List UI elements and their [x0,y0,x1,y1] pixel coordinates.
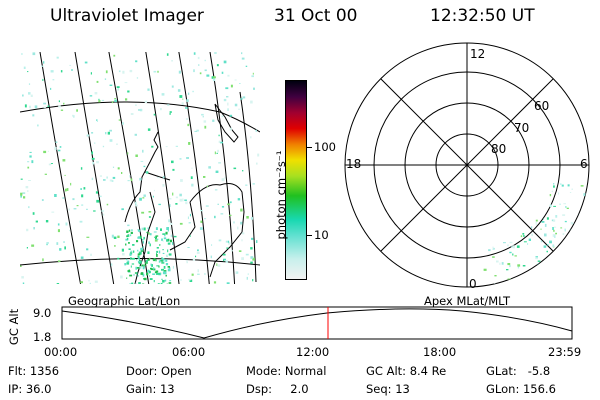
mlat-label-70: 70 [514,121,529,135]
polar-speckle [483,183,586,287]
altitude-curve [61,308,573,339]
xtick-1800: 18:00 [423,345,457,359]
colorbar-tick-100 [306,147,312,148]
altitude-ylabel: GC Alt [7,308,21,346]
info-mode: Mode: Normal [246,364,327,378]
info-glon: GLon: 156.6 [486,382,556,396]
apex-label: Apex MLat/MLT [424,294,511,308]
colorbar-unit-label: photon cm⁻²s⁻¹ [274,150,288,240]
altitude-ytick-low: 1.8 [33,330,52,344]
colorbar-tick-10 [306,235,312,236]
xtick-0000: 00:00 [44,345,78,359]
info-glat: GLat: -5.8 [486,364,551,378]
polar-plot: 12 18 6 0 60 70 80 [344,42,590,291]
xtick-1200: 12:00 [296,345,330,359]
info-gcalt: GC Alt: 8.4 Re [366,364,447,378]
xtick-2359: 23:59 [548,345,582,359]
time-label: 12:32:50 UT [430,6,535,26]
mlt-label-6: 6 [580,157,588,171]
aurora-speckle [20,52,260,284]
geographic-label: Geographic Lat/Lon [68,294,181,308]
colorbar-label-100: 100 [314,140,336,154]
info-seq: Seq: 13 [366,382,410,396]
colorbar [285,80,307,280]
colorbar-label-10: 10 [314,228,329,242]
info-flt: Flt: 1356 [8,364,60,378]
info-door: Door: Open [126,364,192,378]
mlt-label-12: 12 [470,47,485,61]
instrument-title: Ultraviolet Imager [50,6,204,26]
altitude-ytick-high: 9.0 [33,306,52,320]
info-dsp: Dsp: 2.0 [246,382,309,396]
geographic-map [20,52,260,284]
mlat-label-60: 60 [534,99,549,113]
info-ip: IP: 36.0 [8,382,52,396]
date-label: 31 Oct 00 [274,6,358,26]
mlat-label-80: 80 [491,142,506,156]
xtick-0600: 06:00 [172,345,206,359]
mlt-label-18: 18 [346,157,361,171]
info-gain: Gain: 13 [126,382,175,396]
altitude-track-plot [61,306,573,340]
mlt-label-0: 0 [469,277,477,291]
